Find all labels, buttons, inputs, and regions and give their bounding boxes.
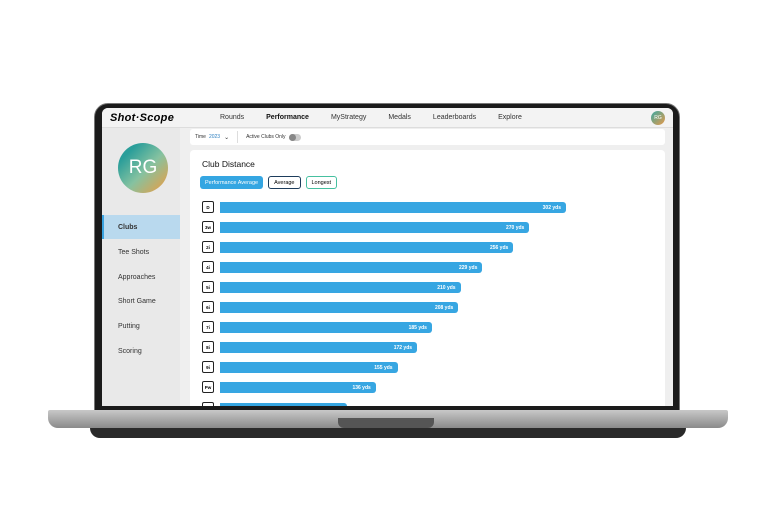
sidebar-item-clubs[interactable]: Clubs — [102, 215, 180, 239]
chart-row: 4i 229 yds — [202, 261, 483, 273]
bar-Pw: 136 yds — [220, 382, 376, 393]
divider — [237, 131, 239, 143]
bar-8i: 172 yds — [220, 342, 418, 353]
laptop-notch — [338, 418, 434, 428]
sidebar-item-putting[interactable]: Putting — [118, 322, 140, 330]
performance-average-button[interactable]: Performance Average — [200, 176, 264, 189]
filter-bar: Time 2023 ⌄ Active Clubs Only — [190, 129, 665, 145]
club-badge: Pw — [202, 381, 214, 393]
sidebar-item-tee-shots[interactable]: Tee Shots — [118, 248, 150, 256]
bar-label: 136 yds — [352, 384, 371, 391]
average-button[interactable]: Average — [268, 176, 301, 189]
chevron-down-icon[interactable]: ⌄ — [224, 134, 230, 141]
bar-label: 256 yds — [489, 244, 509, 251]
nav-mystrategy[interactable]: MyStrategy — [330, 114, 367, 121]
bar-4i: 229 yds — [220, 262, 483, 273]
club-badge: 9i — [202, 361, 214, 373]
nav-performance[interactable]: Performance — [266, 114, 309, 121]
active-clubs-label: Active Clubs Only — [246, 134, 286, 140]
sidebar-item-approaches[interactable]: Approaches — [118, 273, 156, 281]
nav-leaderboards[interactable]: Leaderboards — [432, 114, 477, 121]
bar-label: 208 yds — [434, 304, 454, 311]
chart-row: 3w 270 yds — [202, 221, 530, 233]
longest-button[interactable]: Longest — [305, 176, 338, 189]
laptop-base-bottom — [90, 428, 686, 438]
bar-2i: 256 yds — [220, 242, 514, 253]
nav-rounds[interactable]: Rounds — [220, 114, 245, 121]
bar-label: 270 yds — [505, 224, 525, 231]
bar-label: 172 yds — [393, 344, 413, 351]
sidebar-item-scoring[interactable]: Scoring — [118, 347, 142, 355]
profile-avatar: RG — [118, 143, 168, 193]
bar-label: 210 yds — [437, 284, 456, 291]
nav-explore[interactable]: Explore — [498, 114, 522, 121]
club-badge: 8i — [202, 341, 214, 353]
bar-partial — [220, 403, 347, 406]
active-clubs-toggle[interactable] — [288, 133, 301, 141]
club-distance-card: Club Distance Performance Average Averag… — [190, 150, 665, 406]
club-badge: D — [202, 201, 214, 213]
bar-label: 155 yds — [374, 364, 393, 371]
bar-9i: 155 yds — [220, 362, 398, 373]
club-badge: 3w — [202, 221, 214, 233]
chart-row: 9i 155 yds — [202, 361, 398, 373]
card-title: Club Distance — [202, 159, 255, 169]
time-select[interactable]: 2023 — [208, 134, 221, 140]
chart-row: 8i 172 yds — [202, 341, 418, 353]
sidebar-item-short-game[interactable]: Short Game — [118, 297, 156, 305]
club-badge: 6i — [202, 301, 214, 313]
bar-label: 185 yds — [408, 324, 427, 331]
chart-row-partial — [202, 402, 347, 406]
nav-medals[interactable]: Medals — [388, 114, 411, 121]
club-badge: 7i — [202, 321, 214, 333]
chart-row: D 302 yds — [202, 201, 566, 213]
chart-row: Pw 136 yds — [202, 381, 376, 393]
app-screen: Shot·Scope Rounds Performance MyStrategy… — [102, 108, 673, 406]
bar-6i: 208 yds — [220, 302, 459, 313]
user-avatar[interactable]: RG — [651, 111, 665, 125]
bar-D: 302 yds — [220, 202, 566, 213]
club-badge: 5i — [202, 281, 214, 293]
bar-7i: 185 yds — [220, 322, 432, 333]
chart-row: 7i 185 yds — [202, 321, 432, 333]
bar-3w: 270 yds — [220, 222, 530, 233]
club-badge — [202, 402, 214, 406]
chart-row: 6i 208 yds — [202, 301, 459, 313]
chart-row: 2i 256 yds — [202, 241, 514, 253]
bar-label: 229 yds — [459, 264, 478, 271]
shot-scope-logo[interactable]: Shot·Scope — [110, 111, 175, 124]
chart-row: 5i 210 yds — [202, 281, 461, 293]
club-badge: 4i — [202, 261, 214, 273]
bar-label: 302 yds — [542, 204, 561, 211]
club-badge: 2i — [202, 241, 214, 253]
time-label: Time — [195, 134, 206, 140]
top-nav: Shot·Scope Rounds Performance MyStrategy… — [102, 108, 673, 128]
sidebar: RG Clubs Tee Shots Approaches Short Game… — [102, 128, 180, 406]
bar-5i: 210 yds — [220, 282, 461, 293]
